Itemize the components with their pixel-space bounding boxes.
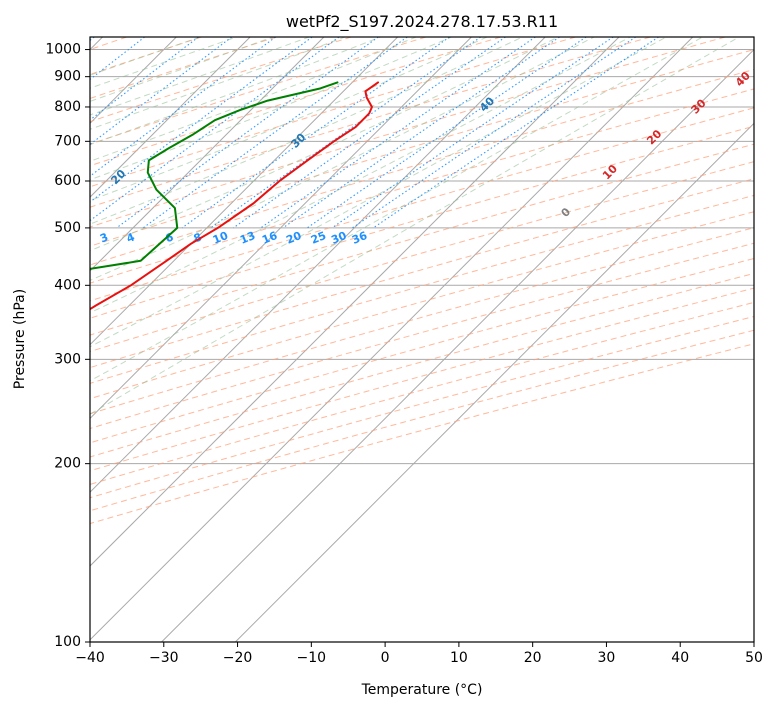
x-tick-label: −20 xyxy=(223,650,253,666)
moist-adiabat-line xyxy=(90,37,667,348)
isotherm-line xyxy=(90,37,325,272)
mixing-ratio-label: 13 xyxy=(238,229,257,247)
y-tick-label: 900 xyxy=(54,69,81,85)
x-axis-label: Temperature (°C) xyxy=(361,682,483,698)
isotherm-line xyxy=(90,37,399,346)
dry-adiabat-line xyxy=(90,37,651,208)
y-tick-label: 700 xyxy=(54,133,81,149)
x-tick-label: 0 xyxy=(381,650,390,666)
isotherm-line xyxy=(90,37,694,641)
mixing-ratio-line xyxy=(181,37,450,229)
moist-adiabat-line xyxy=(90,37,274,102)
y-tick-label: 300 xyxy=(54,351,81,367)
mixing-ratio-line xyxy=(233,37,506,229)
plot-frame xyxy=(89,36,755,643)
y-tick-label: 800 xyxy=(54,99,81,115)
dry-adiabat-line xyxy=(90,242,754,429)
moist-adiabat-line xyxy=(90,37,523,225)
mixing-ratio-line xyxy=(90,37,199,121)
y-tick-label: 100 xyxy=(54,634,81,650)
moist-adiabat-line xyxy=(90,37,703,382)
isotherm-line xyxy=(90,37,472,420)
mixing-ratio-line xyxy=(116,37,379,229)
dry-adiabat-line xyxy=(90,37,427,145)
mixing-ratio-label: 20 xyxy=(284,229,303,247)
mixing-ratio-label: 3 xyxy=(98,230,110,245)
x-tick-label: −10 xyxy=(297,650,327,666)
dry-adiabat-line xyxy=(90,37,501,167)
y-axis-label: Pressure (hPa) xyxy=(12,289,28,389)
moist-adiabat-line xyxy=(90,37,488,202)
moist-adiabat-line xyxy=(90,37,740,415)
dry-adiabat-line xyxy=(90,227,754,415)
mixing-ratio-label: 25 xyxy=(309,229,328,247)
mixing-ratio-label: 36 xyxy=(350,229,369,247)
y-tick-label: 600 xyxy=(54,173,81,189)
y-tick-label: 1000 xyxy=(45,42,81,58)
x-tick-label: 50 xyxy=(745,650,763,666)
dry-adiabat-line xyxy=(90,68,754,266)
x-tick-label: −30 xyxy=(149,650,179,666)
isotherm-line xyxy=(90,37,620,567)
x-tick-label: 10 xyxy=(450,650,468,666)
mixing-ratio-line xyxy=(210,37,481,229)
dry-adiabat-line xyxy=(90,125,754,319)
dry-adiabat-line xyxy=(90,88,754,284)
dry-adiabat-line xyxy=(90,37,726,228)
x-tick-label: 30 xyxy=(598,650,616,666)
x-tick-label: −40 xyxy=(75,650,105,666)
y-tick-label: 500 xyxy=(54,220,81,236)
dry-adiabat-line xyxy=(90,143,754,336)
temperature-profile-line xyxy=(90,81,380,311)
y-tick-label: 400 xyxy=(54,277,81,293)
dry-adiabat-line xyxy=(90,343,754,525)
dry-adiabat-line xyxy=(90,37,277,99)
moist-adiabat-line xyxy=(90,37,631,314)
dry-adiabat-line xyxy=(90,301,754,485)
mixing-ratio-line xyxy=(90,37,233,146)
isotherm-line xyxy=(161,48,754,642)
mixing-ratio-line xyxy=(372,37,659,229)
dry-adiabat-line xyxy=(90,107,754,302)
dewpoint-profile-line xyxy=(90,81,339,270)
isotherm-line xyxy=(90,37,546,493)
moist-adiabat-line xyxy=(90,37,381,146)
mixing-ratio-line xyxy=(90,37,340,222)
isotherm-line xyxy=(234,122,754,642)
isotherm-line xyxy=(90,37,251,198)
mixing-ratio-line xyxy=(282,37,560,229)
mixing-ratio-label: 16 xyxy=(260,229,279,247)
x-tick-label: 20 xyxy=(524,650,542,666)
mixing-ratio-line xyxy=(352,37,637,229)
mixing-ratio-label: 10 xyxy=(211,229,230,247)
dry-adiabat-line xyxy=(90,315,754,499)
mixing-ratio-line xyxy=(142,37,408,229)
chart-title: wetPf2_S197.2024.278.17.53.R11 xyxy=(286,12,558,32)
mixing-ratio-label: 8 xyxy=(192,230,204,245)
mixing-ratio-label: 30 xyxy=(329,229,348,247)
dry-adiabat-line xyxy=(90,272,754,458)
moist-adiabat-line xyxy=(90,37,452,181)
x-tick-label: 40 xyxy=(671,650,689,666)
moist-adiabat-line xyxy=(90,37,310,116)
moist-adiabat-line xyxy=(90,37,595,282)
y-tick-label: 200 xyxy=(54,456,81,472)
